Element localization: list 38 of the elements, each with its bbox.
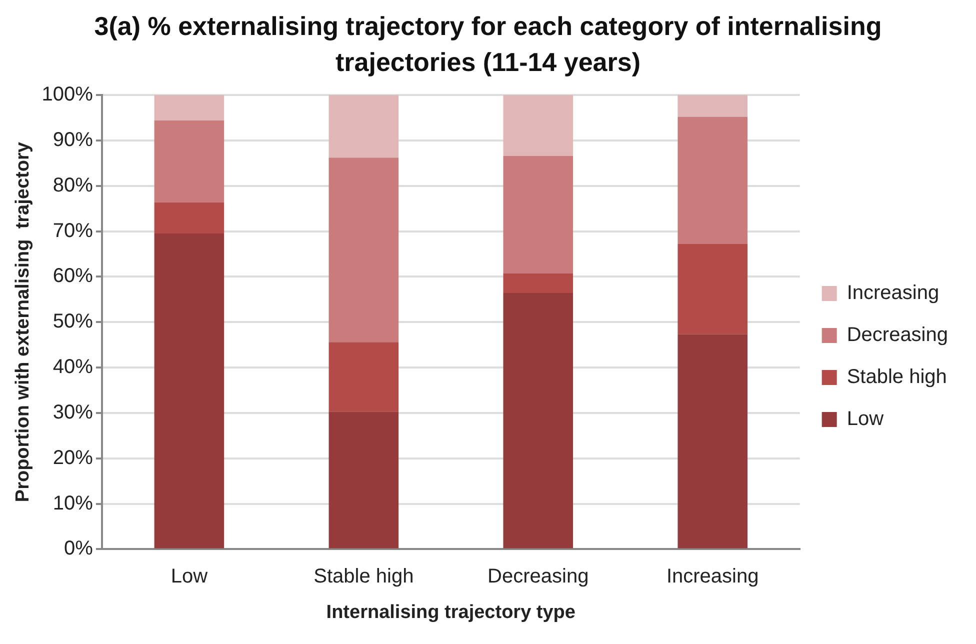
- x-tick-label: Decreasing: [488, 566, 589, 588]
- bar: [678, 95, 748, 117]
- x-tick-label: Stable high: [314, 566, 414, 588]
- y-tick-label: 70%: [52, 220, 94, 242]
- y-tick-label: 0%: [64, 538, 94, 560]
- chart-title: 3(a) % externalising trajectory for each category of internalising trajectories (11-14 years): [93, 10, 883, 79]
- bar: [503, 95, 574, 156]
- bar: [503, 293, 574, 548]
- bar: [503, 156, 574, 274]
- legend-label: Increasing: [846, 282, 940, 304]
- y-tick-label: 10%: [52, 492, 94, 514]
- y-tick-label: 50%: [52, 310, 94, 333]
- bar: [154, 234, 224, 548]
- y-tick-label: 60%: [52, 265, 94, 288]
- bar: [328, 158, 399, 342]
- bar: [678, 334, 748, 548]
- bar: [154, 202, 224, 234]
- y-tick-label: 40%: [52, 356, 94, 378]
- y-tick-label: 30%: [52, 401, 94, 424]
- legend-label: Stable high: [846, 366, 947, 388]
- bar: [678, 244, 748, 334]
- legend-label: Low: [846, 408, 884, 430]
- bar: [328, 342, 399, 412]
- x-tick-label: Low: [170, 566, 208, 588]
- bar: [154, 95, 224, 120]
- y-tick-label: 20%: [52, 446, 94, 469]
- y-axis-title: Proportion with externalising trajectory: [12, 142, 34, 502]
- x-axis-title: Internalising trajectory type: [326, 602, 576, 623]
- y-tick-label: 80%: [52, 174, 94, 196]
- y-tick-label: 90%: [52, 128, 94, 151]
- bar: [154, 120, 224, 202]
- y-tick-label: 100%: [42, 84, 94, 106]
- x-tick-label: Increasing: [666, 566, 759, 588]
- bar: [503, 274, 574, 294]
- bar: [678, 116, 748, 244]
- bar: [328, 95, 399, 158]
- bar: [328, 412, 399, 548]
- legend-label: Decreasing: [846, 324, 948, 346]
